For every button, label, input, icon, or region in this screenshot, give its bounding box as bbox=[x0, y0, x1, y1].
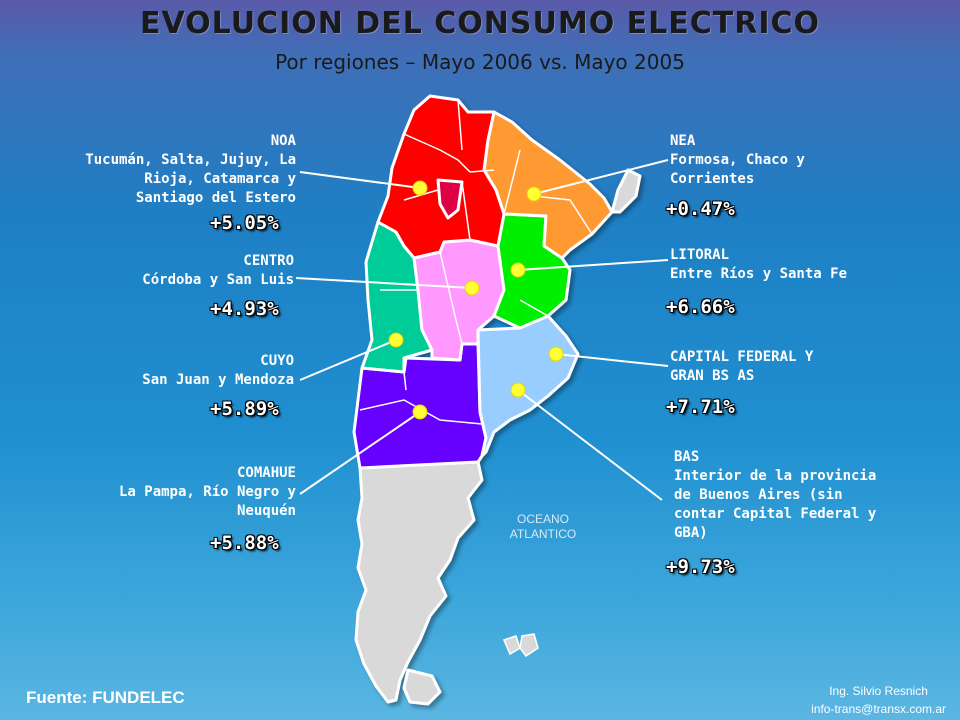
nea-label: NEA Formosa, Chaco y Corrientes bbox=[670, 132, 805, 189]
nea-desc-line-2: Corrientes bbox=[670, 171, 755, 187]
cuyo-name: CUYO bbox=[260, 353, 294, 369]
nea-marker bbox=[526, 186, 542, 202]
capital-name: CAPITAL FEDERAL Y bbox=[670, 349, 814, 365]
litoral-desc-line-1: Entre Ríos y Santa Fe bbox=[670, 266, 848, 282]
noa-region bbox=[376, 94, 506, 260]
capital-marker bbox=[548, 346, 564, 362]
comahue-desc-line-1: La Pampa, Río Negro y bbox=[118, 484, 296, 500]
catamarca-province bbox=[436, 178, 464, 220]
comahue-leader-line bbox=[299, 411, 421, 495]
litoral-leader-line bbox=[517, 259, 669, 271]
comahue-desc-line-2: Neuquén bbox=[236, 503, 296, 519]
page-subtitle: Por regiones – Mayo 2006 vs. Mayo 2005 bbox=[275, 50, 685, 74]
cuyo-leader-line bbox=[299, 339, 397, 381]
litoral-label: LITORAL Entre Ríos y Santa Fe bbox=[670, 246, 847, 284]
misiones-region bbox=[610, 168, 642, 214]
centro-label: CENTRO Córdoba y San Luis bbox=[142, 252, 294, 290]
ocean-label-line-2: ATLANTICO bbox=[509, 527, 577, 541]
source-label: Fuente: FUNDELEC bbox=[26, 688, 185, 707]
author-name: Ing. Silvio Resnich bbox=[829, 684, 928, 698]
cuyo-label: CUYO San Juan y Mendoza bbox=[142, 352, 294, 390]
noa-leader-line bbox=[299, 171, 421, 189]
bas-name: BAS bbox=[674, 449, 700, 465]
cuyo-desc-line-1: San Juan y Mendoza bbox=[142, 372, 294, 388]
bas-marker bbox=[510, 382, 526, 398]
comahue-label: COMAHUE La Pampa, Río Negro y Neuquén bbox=[119, 464, 296, 521]
centro-marker bbox=[464, 280, 480, 296]
centro-name: CENTRO bbox=[243, 253, 294, 269]
bas-desc-line-1: Interior de la provincia bbox=[674, 468, 877, 484]
bas-desc-line-3: contar Capital Federal y bbox=[674, 506, 877, 522]
comahue-name: COMAHUE bbox=[236, 465, 296, 481]
nea-desc-line-1: Formosa, Chaco y bbox=[670, 152, 805, 168]
noa-marker bbox=[412, 180, 428, 196]
author-email: info-trans@transx.com.ar bbox=[811, 702, 946, 716]
nea-name: NEA bbox=[670, 133, 696, 149]
centro-desc-line-1: Córdoba y San Luis bbox=[142, 272, 294, 288]
comahue-percentage: +5.88% bbox=[210, 532, 279, 554]
cuyo-marker bbox=[388, 332, 404, 348]
centro-percentage: +4.93% bbox=[210, 298, 279, 320]
litoral-name: LITORAL bbox=[670, 247, 730, 263]
litoral-percentage: +6.66% bbox=[666, 296, 735, 318]
cuyo-percentage: +5.89% bbox=[210, 398, 279, 420]
noa-desc-line-1: Tucumán, Salta, Jujuy, La bbox=[85, 152, 296, 168]
bas-label: BAS Interior de la provincia de Buenos A… bbox=[674, 448, 876, 543]
malvinas-islands bbox=[502, 633, 539, 658]
author-credit: Ing. Silvio Resnich info-trans@transx.co… bbox=[811, 682, 946, 718]
patagonia-region bbox=[354, 460, 484, 704]
capital-leader-line bbox=[555, 353, 669, 367]
page-title: EVOLUCION DEL CONSUMO ELECTRICO bbox=[139, 6, 821, 41]
noa-percentage: +5.05% bbox=[210, 212, 279, 234]
comahue-marker bbox=[412, 404, 428, 420]
noa-desc-line-2: Rioja, Catamarca y bbox=[144, 171, 296, 187]
bas-region bbox=[476, 314, 580, 458]
noa-name: NOA bbox=[270, 133, 296, 149]
capital-label: CAPITAL FEDERAL Y GRAN BS AS bbox=[670, 348, 813, 386]
capital-percentage: +7.71% bbox=[666, 396, 735, 418]
nea-leader-line bbox=[533, 159, 669, 195]
nea-percentage: +0.47% bbox=[666, 198, 735, 220]
bas-desc-line-4: GBA) bbox=[674, 525, 708, 541]
ocean-label-line-1: OCEANO bbox=[516, 512, 569, 526]
litoral-marker bbox=[510, 262, 526, 278]
ocean-label: OCEANO ATLANTICO bbox=[498, 512, 588, 542]
noa-label: NOA Tucumán, Salta, Jujuy, La Rioja, Cat… bbox=[85, 132, 296, 208]
bas-leader-line bbox=[517, 389, 663, 501]
bas-desc-line-2: de Buenos Aires (sin bbox=[674, 487, 843, 503]
noa-desc-line-3: Santiago del Estero bbox=[135, 190, 296, 206]
bas-percentage: +9.73% bbox=[666, 556, 735, 578]
tierra-del-fuego bbox=[402, 668, 442, 706]
centro-leader-line bbox=[295, 277, 473, 289]
capital-desc-line-1: GRAN BS AS bbox=[670, 368, 755, 384]
